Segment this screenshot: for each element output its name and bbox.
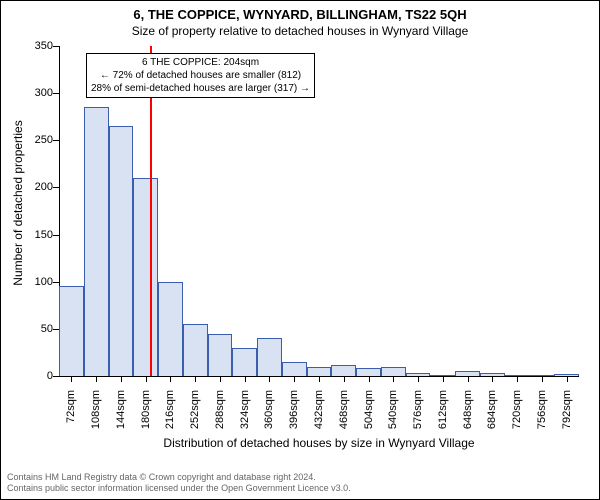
xtick-mark xyxy=(517,376,518,382)
chart-title-main: 6, THE COPPICE, WYNYARD, BILLINGHAM, TS2… xyxy=(1,1,599,22)
ytick-mark xyxy=(53,376,59,377)
bar xyxy=(183,324,208,376)
xtick-mark xyxy=(220,376,221,382)
ytick-mark xyxy=(53,282,59,283)
xtick-mark xyxy=(443,376,444,382)
xtick-mark xyxy=(269,376,270,382)
xtick-mark xyxy=(344,376,345,382)
x-axis-label: Distribution of detached houses by size … xyxy=(59,436,579,450)
xtick-mark xyxy=(418,376,419,382)
ytick-label: 350 xyxy=(23,40,53,52)
bar xyxy=(109,126,134,376)
xtick-mark xyxy=(294,376,295,382)
xtick-mark xyxy=(245,376,246,382)
xtick-mark xyxy=(567,376,568,382)
annotation-line1: 6 THE COPPICE: 204sqm xyxy=(91,56,310,69)
bar xyxy=(158,282,183,376)
annotation-line2: ← 72% of detached houses are smaller (81… xyxy=(91,69,310,82)
bar xyxy=(331,365,356,376)
bar xyxy=(232,348,257,376)
xtick-mark xyxy=(393,376,394,382)
bar xyxy=(381,367,406,376)
xtick-mark xyxy=(96,376,97,382)
bar xyxy=(208,334,233,376)
ytick-mark xyxy=(53,187,59,188)
xtick-mark xyxy=(468,376,469,382)
ytick-label: 250 xyxy=(23,134,53,146)
ytick-mark xyxy=(53,235,59,236)
ytick-label: 0 xyxy=(23,370,53,382)
ytick-label: 300 xyxy=(23,87,53,99)
ytick-label: 200 xyxy=(23,181,53,193)
bar xyxy=(84,107,109,376)
xtick-mark xyxy=(319,376,320,382)
bar xyxy=(307,367,332,376)
chart-title-sub: Size of property relative to detached ho… xyxy=(1,22,599,38)
ytick-label: 150 xyxy=(23,229,53,241)
xtick-mark xyxy=(170,376,171,382)
xtick-mark xyxy=(71,376,72,382)
bar xyxy=(133,178,158,376)
annotation-box: 6 THE COPPICE: 204sqm ← 72% of detached … xyxy=(86,53,315,98)
ytick-mark xyxy=(53,93,59,94)
xtick-mark xyxy=(121,376,122,382)
xtick-mark xyxy=(542,376,543,382)
footer-line1: Contains HM Land Registry data © Crown c… xyxy=(7,472,351,484)
ytick-label: 100 xyxy=(23,276,53,288)
ytick-mark xyxy=(53,140,59,141)
footer-line2: Contains public sector information licen… xyxy=(7,483,351,495)
ytick-mark xyxy=(53,46,59,47)
bar xyxy=(356,368,381,376)
bar xyxy=(257,338,282,376)
footer: Contains HM Land Registry data © Crown c… xyxy=(7,472,351,495)
bar xyxy=(59,286,84,376)
annotation-line3: 28% of semi-detached houses are larger (… xyxy=(91,82,310,95)
xtick-mark xyxy=(492,376,493,382)
xtick-mark xyxy=(146,376,147,382)
xtick-mark xyxy=(369,376,370,382)
ytick-label: 50 xyxy=(23,323,53,335)
chart-container: 6, THE COPPICE, WYNYARD, BILLINGHAM, TS2… xyxy=(0,0,600,500)
bar xyxy=(282,362,307,376)
xtick-mark xyxy=(195,376,196,382)
